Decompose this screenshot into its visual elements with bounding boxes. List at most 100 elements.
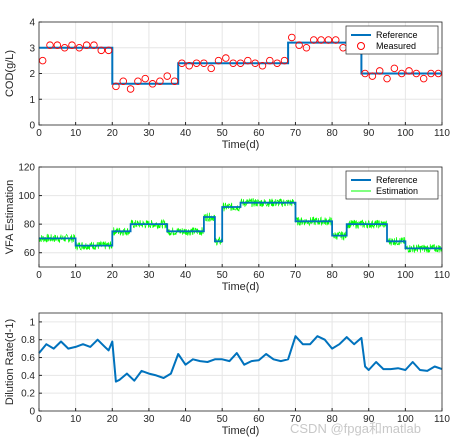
- measured-point: [192, 59, 201, 67]
- legend-entry-2: Measured: [376, 41, 416, 51]
- x-tick-label: 40: [180, 128, 192, 139]
- measured-point: [178, 59, 186, 67]
- measured-point: [68, 41, 76, 49]
- x-tick-label: 20: [107, 128, 119, 139]
- x-tick-label: 80: [327, 414, 339, 425]
- x-tick-label: 90: [363, 414, 375, 425]
- x-axis-label: Time(d): [222, 425, 259, 437]
- y-tick-label: 100: [18, 191, 35, 202]
- measured-point: [397, 69, 406, 78]
- tick-labels: 0 10 20 30 40 50 60 70 80 90 100 110 60 80 100 120: [18, 163, 450, 282]
- legend-entry-2: Estimation: [376, 186, 418, 196]
- legend-marker-2: [357, 42, 365, 50]
- tick-labels: 0 10 20 30 40 50 60 70 80 90 100 110 0 1 2 3 4: [29, 18, 450, 140]
- y-axis-label: VFA Estimation: [4, 180, 16, 255]
- x-tick-label: 100: [397, 270, 414, 281]
- x-tick-label: 90: [363, 128, 375, 139]
- measured-point: [119, 77, 128, 85]
- measured-point: [427, 69, 435, 78]
- measured-point: [185, 62, 193, 70]
- x-tick-label: 0: [36, 414, 42, 425]
- measured-point: [368, 72, 377, 80]
- measured-point: [332, 36, 340, 44]
- x-tick-label: 110: [434, 414, 450, 425]
- measured-point: [244, 56, 252, 65]
- x-tick-label: 50: [217, 414, 229, 425]
- x-tick-label: 60: [253, 414, 265, 425]
- x-axis-label: Time(d): [222, 139, 259, 151]
- measured-point: [53, 41, 62, 49]
- measured-point: [251, 59, 259, 67]
- panel-3: 0 10 20 30 40 50 60 70 80 90 100 110 0 0.2 0.4 0.6 0.8 1 T…: [4, 312, 450, 437]
- measured-point: [214, 56, 223, 65]
- measured-point: [310, 36, 318, 44]
- measured-point: [148, 80, 157, 88]
- measured-point: [412, 69, 421, 78]
- x-tick-label: 10: [70, 128, 82, 139]
- measured-point: [207, 64, 215, 73]
- y-tick-label: 0.6: [21, 353, 35, 364]
- x-tick-label: 50: [217, 270, 229, 281]
- grid-lines: [38, 166, 443, 267]
- measured-point: [200, 59, 208, 67]
- measured-point: [82, 41, 91, 49]
- x-tick-label: 40: [180, 414, 192, 425]
- panel-2: 0 10 20 30 40 50 60 70 80 90 100 110 60 80 100 120 Time(…: [4, 163, 450, 294]
- x-tick-label: 50: [217, 128, 229, 139]
- x-tick-label: 60: [253, 270, 265, 281]
- y-tick-label: 0.2: [21, 389, 35, 400]
- measured-point: [258, 62, 267, 70]
- x-tick-label: 40: [180, 270, 192, 281]
- y-tick-label: 2: [29, 69, 35, 80]
- watermark: CSDN @fpga和matlab: [290, 421, 421, 436]
- measured-point: [90, 41, 98, 49]
- measured-point: [361, 69, 369, 78]
- x-tick-label: 20: [107, 414, 119, 425]
- measured-point: [112, 82, 120, 91]
- x-tick-label: 10: [70, 270, 82, 281]
- x-tick-label: 110: [434, 270, 450, 281]
- y-tick-label: 0.8: [21, 335, 35, 346]
- x-tick-label: 90: [363, 270, 375, 281]
- measured-point: [236, 59, 245, 67]
- x-tick-label: 70: [290, 270, 302, 281]
- x-tick-label: 100: [397, 128, 414, 139]
- x-tick-label: 60: [253, 128, 265, 139]
- x-tick-label: 30: [143, 128, 155, 139]
- y-tick-label: 0: [29, 121, 35, 132]
- x-tick-label: 0: [36, 128, 42, 139]
- x-tick-label: 100: [397, 414, 414, 425]
- measured-point: [405, 67, 413, 75]
- x-tick-label: 10: [70, 414, 82, 425]
- measured-point: [324, 36, 333, 44]
- x-tick-label: 80: [327, 128, 339, 139]
- y-tick-label: 1: [29, 95, 35, 106]
- panel-1: 0 10 20 30 40 50 60 70 80 90 100 110 0 1 2 3 4 Time(d) COD…: [4, 18, 450, 152]
- measured-point: [302, 44, 311, 52]
- y-tick-label: 0: [29, 407, 35, 418]
- axes-frame: [38, 21, 443, 126]
- x-tick-label: 30: [143, 414, 155, 425]
- measured-point: [97, 46, 106, 55]
- measured-point: [295, 41, 303, 49]
- y-tick-label: 1: [29, 317, 35, 328]
- measured-point: [75, 44, 84, 52]
- measured-point: [375, 67, 384, 75]
- plot-area: [39, 313, 442, 411]
- axes-frame: [38, 312, 443, 412]
- legend-box: [345, 170, 439, 200]
- measured-point: [288, 33, 296, 42]
- x-tick-label: 70: [290, 414, 302, 425]
- measured-point: [156, 77, 164, 85]
- x-axis-label: Time(d): [222, 281, 259, 293]
- x-tick-label: 30: [143, 270, 155, 281]
- measured-point: [390, 64, 399, 73]
- legend-entry-1: Reference: [376, 30, 418, 40]
- legend-entry-1: Reference: [376, 175, 418, 185]
- measured-point: [280, 56, 289, 65]
- measured-point: [104, 46, 113, 55]
- axes-frame: [38, 166, 443, 268]
